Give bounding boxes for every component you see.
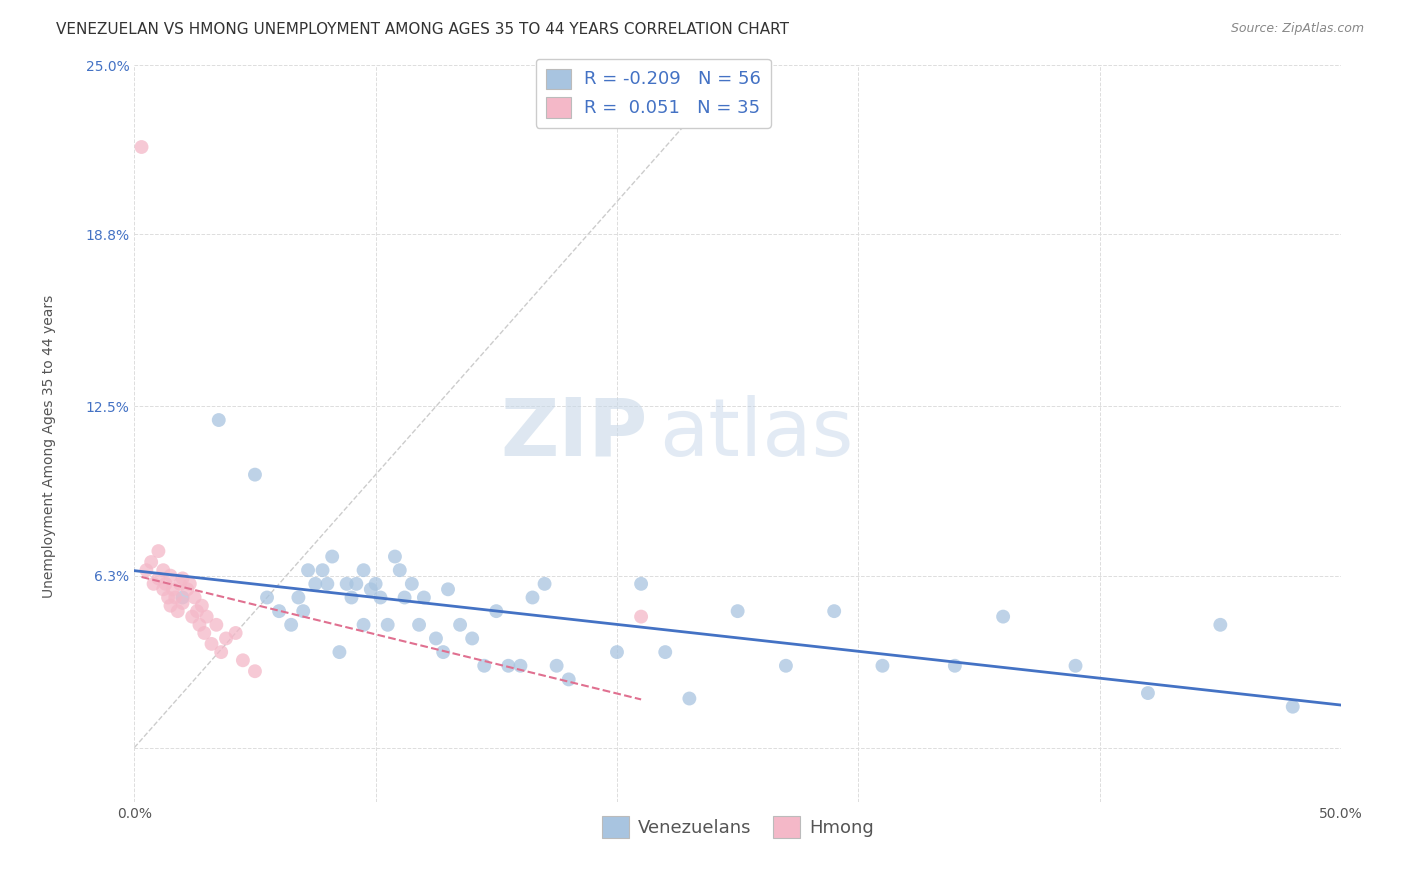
Point — [166, 604, 188, 618]
Point — [557, 673, 579, 687]
Point — [159, 568, 181, 582]
Point — [142, 577, 165, 591]
Point — [287, 591, 309, 605]
Point — [509, 658, 531, 673]
Point — [243, 664, 266, 678]
Point — [225, 626, 247, 640]
Point — [727, 604, 749, 618]
Point — [408, 617, 430, 632]
Point — [522, 591, 544, 605]
Point — [461, 632, 484, 646]
Point — [328, 645, 350, 659]
Point — [353, 617, 375, 632]
Point — [321, 549, 343, 564]
Point — [432, 645, 454, 659]
Point — [232, 653, 254, 667]
Point — [172, 596, 194, 610]
Point — [304, 577, 326, 591]
Point — [172, 591, 194, 605]
Point — [280, 617, 302, 632]
Point — [200, 637, 222, 651]
Text: Source: ZipAtlas.com: Source: ZipAtlas.com — [1230, 22, 1364, 36]
Point — [344, 577, 367, 591]
Point — [179, 577, 201, 591]
Point — [1136, 686, 1159, 700]
Point — [401, 577, 423, 591]
Point — [412, 591, 434, 605]
Point — [364, 577, 387, 591]
Point — [152, 582, 174, 597]
Point — [148, 544, 170, 558]
Point — [425, 632, 447, 646]
Point — [193, 626, 215, 640]
Point — [135, 563, 157, 577]
Point — [340, 591, 363, 605]
Point — [630, 609, 652, 624]
Point — [533, 577, 555, 591]
Point — [186, 604, 208, 618]
Point — [269, 604, 291, 618]
Point — [449, 617, 471, 632]
Point — [188, 617, 211, 632]
Point — [159, 599, 181, 613]
Point — [606, 645, 628, 659]
Point — [630, 577, 652, 591]
Point — [336, 577, 359, 591]
Text: atlas: atlas — [659, 394, 853, 473]
Point — [165, 591, 187, 605]
Point — [384, 549, 406, 564]
Point — [1209, 617, 1232, 632]
Point — [472, 658, 495, 673]
Point — [243, 467, 266, 482]
Point — [141, 555, 163, 569]
Point — [943, 658, 966, 673]
Text: ZIP: ZIP — [501, 394, 647, 473]
Point — [498, 658, 520, 673]
Point — [297, 563, 319, 577]
Point — [437, 582, 460, 597]
Point — [256, 591, 278, 605]
Point — [991, 609, 1014, 624]
Point — [292, 604, 315, 618]
Point — [148, 571, 170, 585]
Point — [678, 691, 700, 706]
Point — [131, 140, 153, 154]
Point — [172, 571, 194, 585]
Point — [485, 604, 508, 618]
Point — [169, 577, 191, 591]
Point — [316, 577, 339, 591]
Point — [209, 645, 232, 659]
Point — [162, 582, 184, 597]
Point — [157, 591, 180, 605]
Point — [176, 582, 198, 597]
Point — [546, 658, 568, 673]
Point — [152, 563, 174, 577]
Point — [155, 577, 177, 591]
Point — [388, 563, 411, 577]
Point — [370, 591, 392, 605]
Point — [205, 617, 228, 632]
Legend: Venezuelans, Hmong: Venezuelans, Hmong — [595, 808, 882, 845]
Text: VENEZUELAN VS HMONG UNEMPLOYMENT AMONG AGES 35 TO 44 YEARS CORRELATION CHART: VENEZUELAN VS HMONG UNEMPLOYMENT AMONG A… — [56, 22, 789, 37]
Point — [311, 563, 333, 577]
Point — [377, 617, 399, 632]
Point — [353, 563, 375, 577]
Point — [195, 609, 218, 624]
Point — [394, 591, 416, 605]
Text: Unemployment Among Ages 35 to 44 years: Unemployment Among Ages 35 to 44 years — [42, 294, 56, 598]
Point — [181, 609, 204, 624]
Point — [1064, 658, 1087, 673]
Point — [654, 645, 676, 659]
Point — [215, 632, 238, 646]
Point — [775, 658, 797, 673]
Point — [1281, 699, 1303, 714]
Point — [208, 413, 231, 427]
Point — [183, 591, 205, 605]
Point — [872, 658, 894, 673]
Point — [191, 599, 214, 613]
Point — [823, 604, 845, 618]
Point — [360, 582, 382, 597]
